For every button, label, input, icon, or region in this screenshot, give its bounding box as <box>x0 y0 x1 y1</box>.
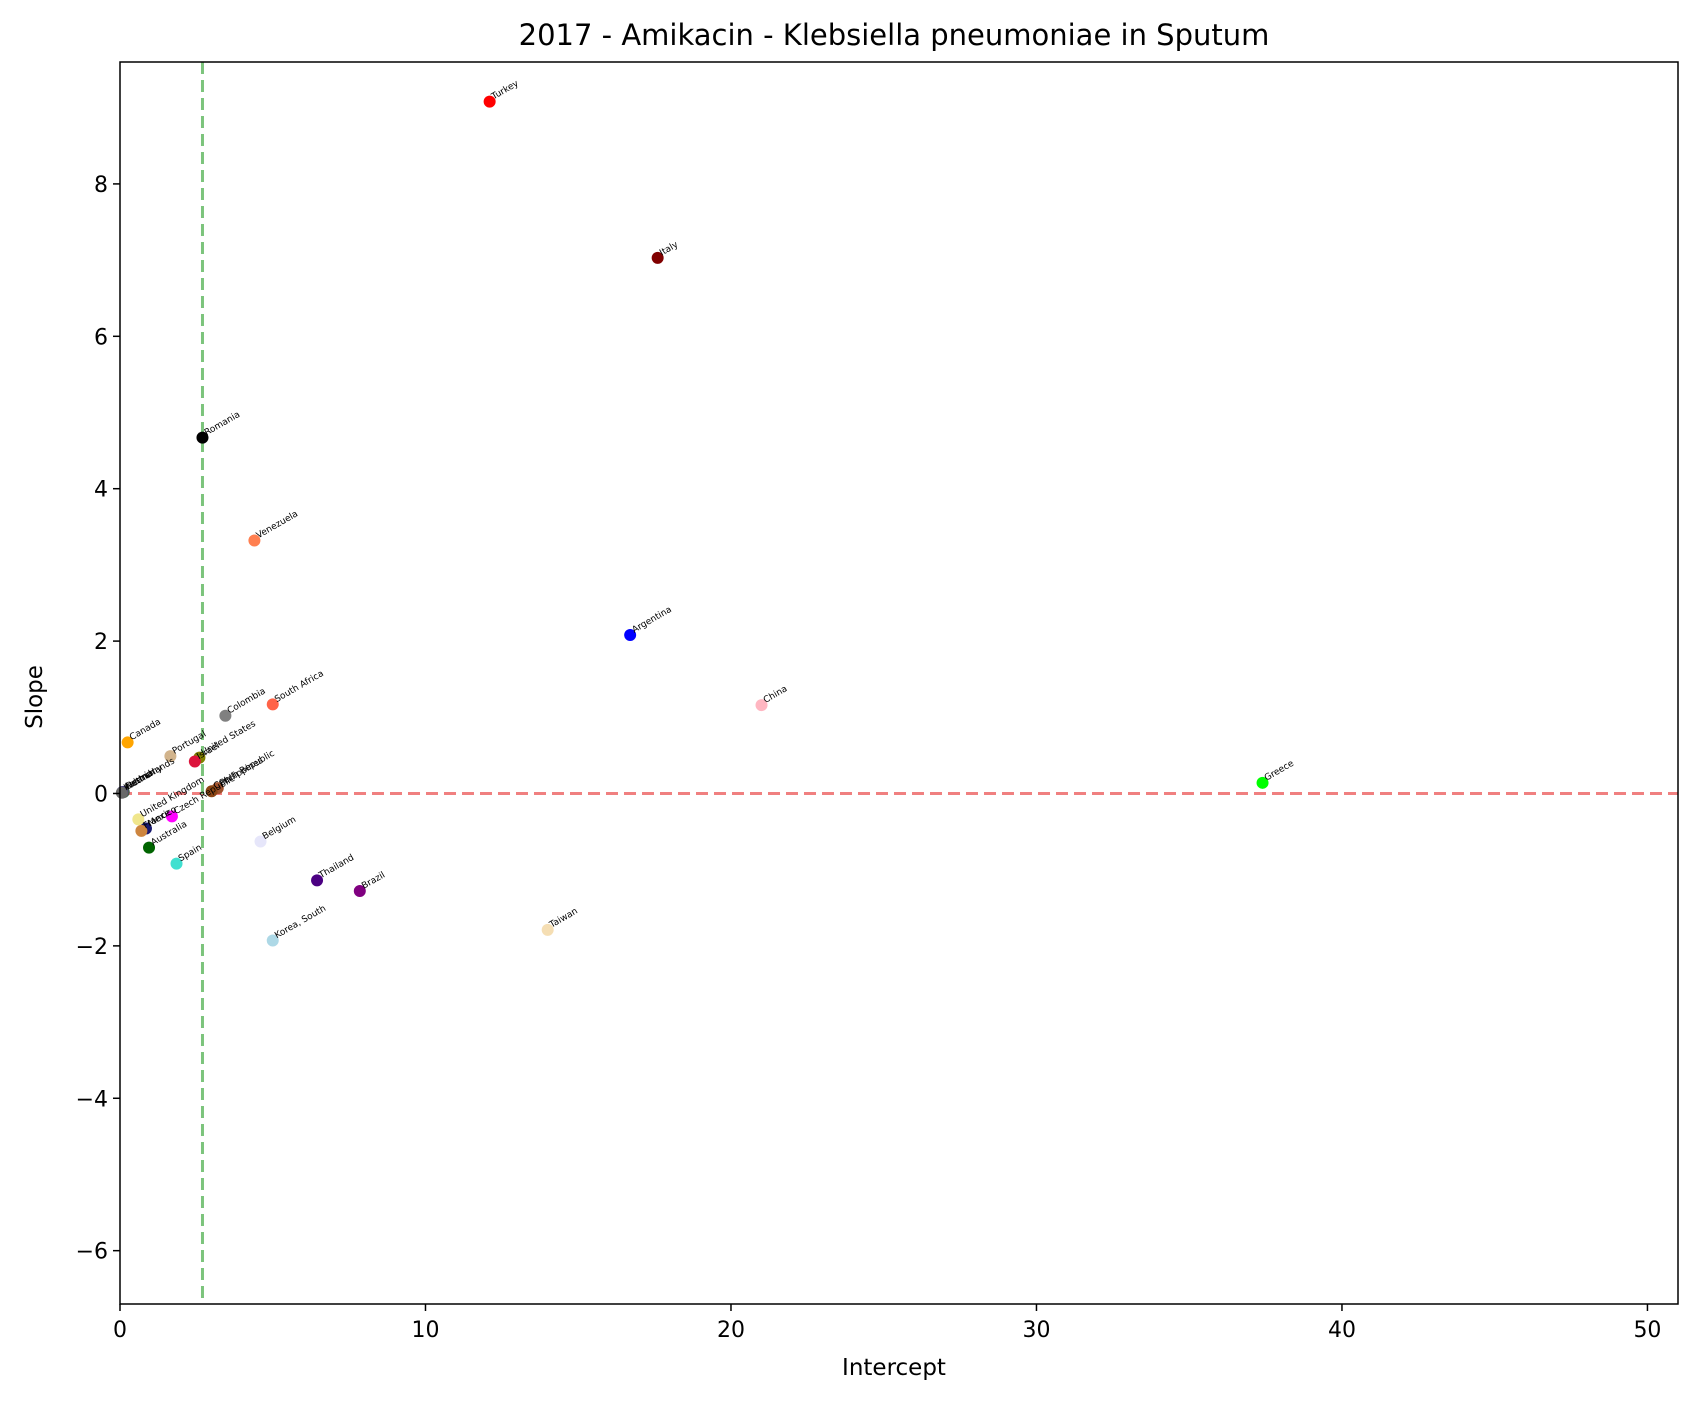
data-point <box>164 750 177 763</box>
data-point <box>541 923 554 936</box>
data-point <box>205 785 218 798</box>
data-point <box>266 698 279 711</box>
x-tick-label: 50 <box>1633 1318 1661 1343</box>
y-tick-label: −2 <box>76 935 108 960</box>
x-tick-label: 30 <box>1022 1318 1050 1343</box>
y-axis-label: Slope <box>22 665 48 729</box>
data-point <box>170 857 183 870</box>
y-tick-label: −4 <box>76 1087 108 1112</box>
x-tick-label: 0 <box>113 1318 127 1343</box>
plot-frame <box>119 61 1679 1305</box>
x-tick-label: 40 <box>1328 1318 1356 1343</box>
y-tick-label: −6 <box>76 1240 108 1265</box>
data-point <box>188 755 201 768</box>
chart-title: 2017 - Amikacin - Klebsiella pneumoniae … <box>519 18 1270 52</box>
y-tick-label: 6 <box>94 325 108 350</box>
y-tick-label: 4 <box>94 478 108 503</box>
data-point <box>132 813 145 826</box>
x-tick-label: 10 <box>411 1318 439 1343</box>
data-point <box>196 431 209 444</box>
data-point <box>651 251 664 264</box>
data-point <box>254 835 267 848</box>
data-point <box>165 810 178 823</box>
data-point <box>266 934 279 947</box>
data-point <box>135 824 148 837</box>
data-point <box>219 709 232 722</box>
data-point <box>353 885 366 898</box>
data-point <box>143 841 156 854</box>
data-point <box>1256 776 1269 789</box>
data-point <box>248 534 261 547</box>
data-point <box>121 736 134 749</box>
y-tick-label: 2 <box>94 630 108 655</box>
x-tick-label: 20 <box>717 1318 745 1343</box>
data-point <box>755 699 768 712</box>
y-tick-label: 0 <box>94 782 108 807</box>
data-point <box>115 786 128 799</box>
data-point <box>483 95 496 108</box>
x-axis-label: Intercept <box>842 1355 946 1381</box>
data-point <box>624 628 637 641</box>
y-tick-label: 8 <box>94 173 108 198</box>
data-point <box>311 874 324 887</box>
